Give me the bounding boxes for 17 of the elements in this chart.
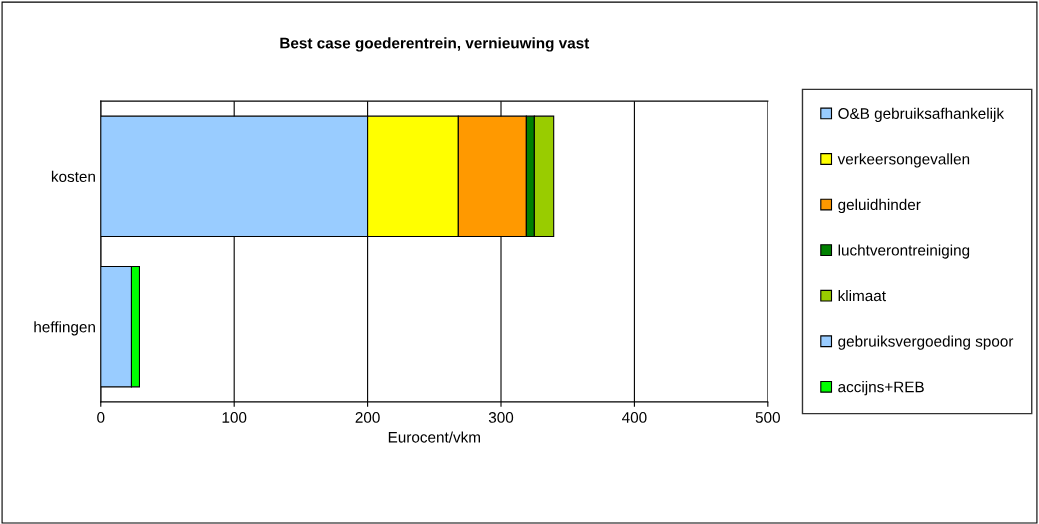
legend-label: luchtverontreiniging (838, 244, 970, 259)
x-tick-label: 400 (622, 412, 647, 423)
x-tick-label: 0 (97, 412, 105, 423)
legend-label: accijns+REB (838, 381, 924, 396)
chart-title: Best case goederentrein, vernieuwing vast (280, 37, 590, 52)
y-tick-label: kosten (51, 170, 95, 183)
y-tick-label: heffingen (34, 321, 95, 336)
legend-label: verkeersongevallen (837, 153, 970, 168)
x-tick-label: 500 (755, 412, 780, 423)
legend-label: O&B gebruiksafhankelijk (838, 107, 1005, 122)
x-tick-label: 200 (355, 412, 380, 423)
legend-label: geluidhinder (838, 198, 921, 214)
x-tick-label: 300 (488, 412, 514, 423)
legend-label: klimaat (838, 289, 886, 302)
legend-label: gebruiksvergoeding spoor (838, 335, 1014, 350)
x-tick-label: 100 (222, 412, 247, 423)
x-axis-title: Eurocent/vkm (388, 431, 480, 443)
